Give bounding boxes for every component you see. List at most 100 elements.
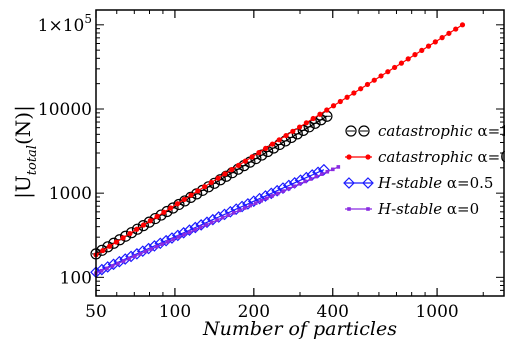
x-tick-label: 50 [85, 302, 107, 322]
data-point-series-1 [188, 192, 194, 198]
legend-item: catastrophic α=1 [345, 122, 505, 140]
legend-item: H-stable α=0.5 [343, 174, 493, 192]
data-point-series-3 [331, 167, 335, 172]
y-axis-title-main: |U [11, 175, 36, 199]
data-point-series-1 [208, 179, 214, 186]
data-point-series-1 [378, 73, 384, 79]
legend-marker [358, 125, 370, 137]
data-point-series-3 [198, 225, 203, 230]
data-point-series-3 [253, 201, 258, 205]
data-point-series-1 [358, 86, 364, 92]
data-point-series-2 [166, 232, 178, 244]
data-point-series-1 [398, 60, 405, 66]
y-axis-title-tail: (N)| [11, 105, 36, 145]
data-point-series-1 [201, 184, 208, 190]
data-point-series-1 [405, 56, 411, 62]
data-point-series-2 [282, 179, 295, 192]
data-point-series-1 [385, 69, 391, 75]
data-point-series-2 [230, 203, 243, 215]
data-point-series-1 [256, 150, 262, 156]
legend-marker [362, 177, 374, 189]
data-point-series-1 [127, 230, 133, 237]
data-point-series-3 [248, 203, 252, 208]
data-point-series-2 [259, 190, 272, 202]
data-point-series-2 [136, 245, 149, 258]
data-point-series-3 [132, 254, 137, 259]
data-point-series-3 [160, 242, 164, 247]
plot-area [90, 22, 466, 279]
data-point-series-3 [286, 186, 291, 191]
data-point-series-1 [392, 64, 398, 71]
data-point-series-1 [283, 132, 289, 139]
data-point-series-3 [105, 266, 109, 271]
data-point-series-1 [446, 30, 452, 36]
data-point-series-1 [229, 167, 235, 173]
data-point-series-3 [143, 249, 148, 254]
y-axis-title-sub: total [25, 145, 40, 175]
data-point-series-3 [165, 239, 170, 244]
data-point-series-3 [297, 182, 302, 186]
data-point-series-2 [242, 198, 254, 210]
data-point-series-1 [222, 171, 228, 177]
legend-marker [365, 154, 371, 160]
svg-text:|Utotal(N)|: |Utotal(N)| [11, 105, 40, 199]
x-tick-label: 1000 [415, 302, 458, 322]
data-point-series-3 [127, 256, 131, 261]
data-point-series-1 [364, 81, 371, 88]
data-point-series-3 [116, 261, 120, 266]
axis-ticks: 50 100 200 400 1000 100 1000 10000 1×105 [38, 10, 504, 322]
data-point-series-1 [432, 39, 438, 45]
y-tick-label: 1×105 [38, 12, 92, 36]
data-point-series-1 [120, 235, 126, 241]
data-point-series-1 [161, 209, 167, 215]
data-point-series-2 [154, 237, 167, 250]
data-point-series-1 [371, 77, 377, 83]
data-point-series-2 [224, 205, 237, 218]
data-point-series-3 [110, 264, 115, 268]
data-point-series-2 [212, 211, 225, 223]
legend-marker [347, 207, 351, 211]
data-point-series-3 [182, 232, 186, 237]
data-point-series-2 [201, 216, 213, 229]
data-point-series-1 [100, 247, 106, 254]
data-point-series-1 [439, 35, 445, 41]
data-point-series-3 [176, 235, 181, 239]
legend-marker [366, 207, 370, 211]
data-point-series-3 [281, 189, 286, 193]
data-point-series-3 [319, 172, 324, 176]
data-point-series-1 [242, 158, 248, 164]
data-point-series-3 [259, 198, 264, 203]
data-point-series-3 [237, 208, 241, 213]
data-point-series-2 [189, 221, 202, 234]
data-point-series-2 [177, 226, 190, 239]
x-tick-label: 200 [238, 302, 270, 322]
data-point-series-3 [314, 174, 319, 179]
data-point-series-3 [138, 252, 142, 256]
data-point-series-3 [121, 259, 126, 263]
data-point-series-3 [99, 268, 104, 273]
data-point-series-1 [453, 26, 459, 32]
legend-item: H-stable α=0 [345, 200, 479, 218]
x-axis-title: Number of particles [202, 318, 397, 339]
data-point-series-1 [330, 103, 337, 109]
data-point-series-3 [220, 215, 225, 220]
data-point-series-2 [247, 195, 260, 208]
data-point-series-1 [181, 196, 187, 203]
data-point-series-2 [318, 163, 330, 176]
data-point-series-2 [218, 208, 231, 221]
data-point-series-3 [154, 244, 159, 249]
data-point-series-1 [412, 52, 418, 58]
data-point-series-2 [148, 240, 161, 252]
legend-label: H-stable α=0.5 [377, 174, 493, 192]
data-point-series-2 [183, 224, 196, 237]
data-point-series-2 [271, 184, 283, 197]
data-point-series-3 [231, 211, 236, 215]
data-point-series-2 [253, 192, 266, 205]
legend-item: catastrophic α=0 [345, 148, 505, 166]
data-point-series-3 [149, 247, 153, 251]
legend-marker [346, 154, 352, 160]
data-point-series-3 [204, 223, 208, 227]
data-point-series-3 [215, 218, 219, 222]
data-point-series-3 [336, 165, 341, 169]
